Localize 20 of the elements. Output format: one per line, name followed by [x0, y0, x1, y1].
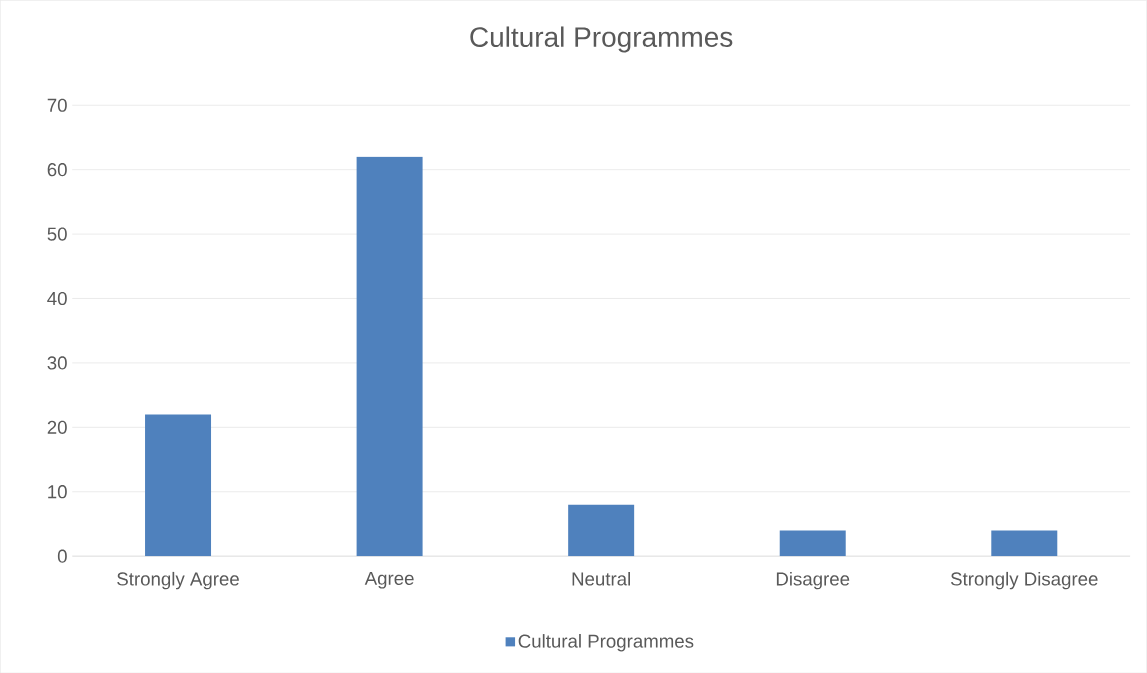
y-tick-label: 70: [47, 98, 67, 112]
chart-title: Cultural Programmes: [470, 26, 733, 53]
bar: [568, 504, 635, 556]
legend-label: Cultural Programmes: [518, 633, 694, 652]
x-tick-label: Agree: [364, 571, 414, 589]
y-tick-label: 10: [48, 484, 67, 499]
x-tick-label: Strongly Agree: [117, 571, 239, 590]
y-tick-label: 0: [57, 549, 67, 563]
y-tick-label: 30: [47, 356, 67, 370]
y-tick-label: 60: [47, 162, 67, 177]
x-tick-label: Disagree: [776, 571, 850, 590]
bar: [779, 530, 846, 556]
bar: [145, 414, 212, 556]
y-tick-label: 50: [47, 227, 67, 241]
y-tick-label: 40: [47, 291, 67, 305]
bar: [991, 530, 1058, 556]
bar: [356, 156, 423, 556]
x-tick-label: Neutral: [572, 571, 630, 586]
y-tick-label: 20: [47, 420, 67, 434]
x-tick-label: Strongly Disagree: [950, 571, 1098, 590]
